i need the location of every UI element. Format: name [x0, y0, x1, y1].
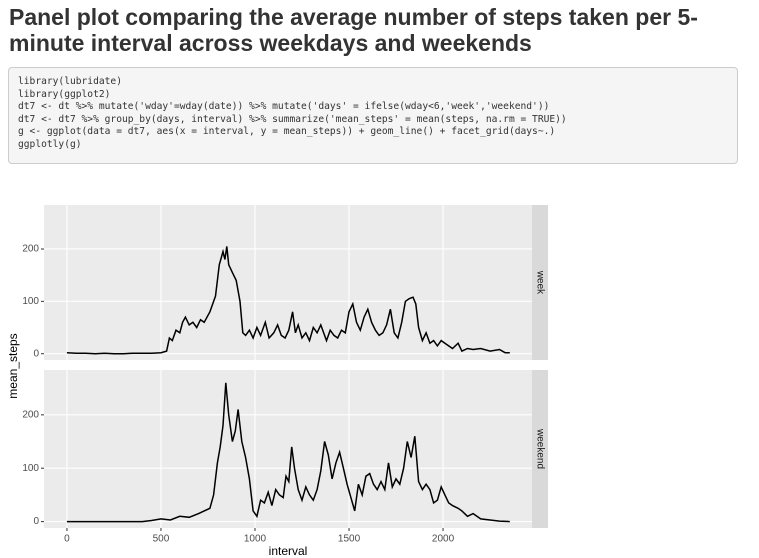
y-axis-label: mean_steps [6, 333, 20, 398]
page-title: Panel plot comparing the average number … [9, 4, 698, 56]
code-line: ggplotly(g) [18, 138, 82, 150]
y-tick-label: 100 [22, 296, 39, 307]
panel-background [44, 205, 532, 360]
y-tick-label: 200 [22, 244, 39, 255]
code-line: library(lubridate) [18, 76, 122, 87]
code-line: dt7 <- dt %>% mutate('wday'=wday(date)) … [18, 101, 550, 113]
panel-background [44, 370, 532, 528]
code-block: library(lubridate) library(ggplot2) dt7 <-… [8, 67, 738, 164]
data-line [66, 246, 510, 355]
x-tick-label: 2000 [432, 534, 455, 545]
y-tick-label: 0 [33, 348, 39, 359]
strip-background [532, 205, 548, 360]
strip-background [532, 370, 548, 528]
code-line: g <- ggplot(data = dt7, aes(x = interval… [18, 126, 556, 138]
x-tick-label: 1500 [338, 534, 361, 545]
x-tick-label: 0 [64, 534, 70, 545]
x-tick-label: 1000 [244, 534, 267, 545]
y-tick-label: 0 [33, 516, 39, 527]
x-tick-label: 500 [153, 534, 170, 545]
code-line: library(ggplot2) [18, 88, 111, 100]
y-tick-label: 200 [22, 409, 39, 420]
data-line [66, 382, 510, 523]
code-line: dt7 <- dt7 %>% group_by(days, interval) … [18, 113, 567, 125]
y-tick-label: 100 [22, 463, 39, 474]
strip-label: weekend [534, 428, 545, 469]
strip-label: week [534, 270, 545, 295]
x-axis-label: interval [269, 544, 308, 558]
